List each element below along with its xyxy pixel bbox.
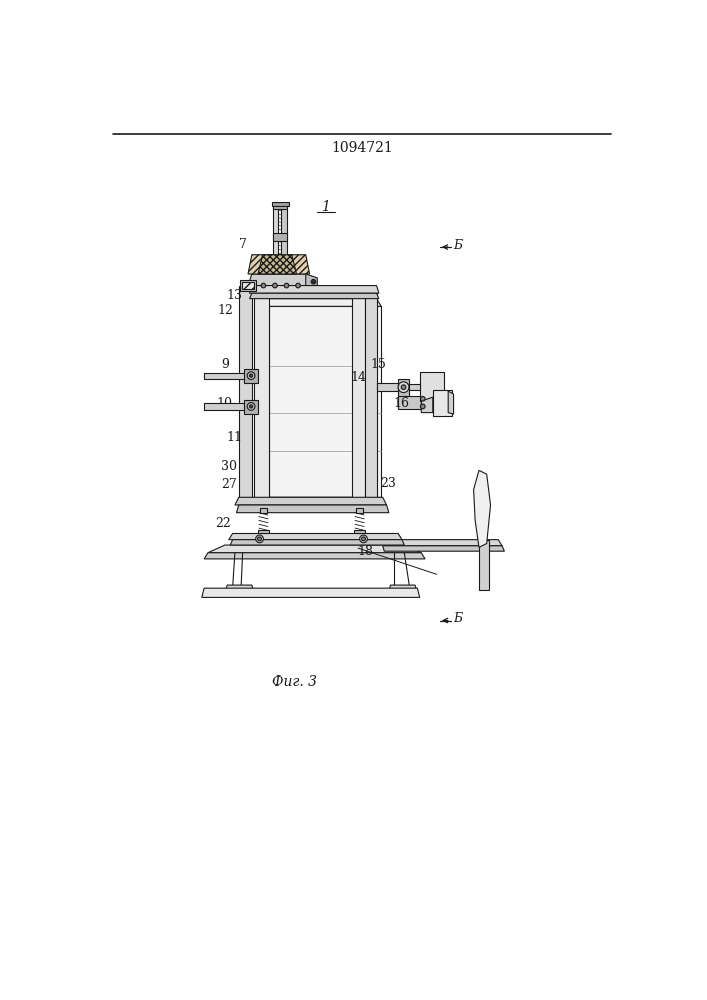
Bar [269,306,381,497]
Circle shape [261,283,266,288]
Text: 15: 15 [370,358,386,371]
Circle shape [247,403,255,410]
Polygon shape [229,533,402,540]
Polygon shape [259,508,267,513]
Polygon shape [242,282,254,289]
Circle shape [247,372,255,379]
Circle shape [250,405,252,408]
Text: 27: 27 [221,478,237,491]
Circle shape [257,537,262,541]
Polygon shape [235,497,387,505]
Circle shape [256,535,264,543]
Polygon shape [274,233,287,241]
Circle shape [398,382,409,393]
Polygon shape [236,505,389,513]
Polygon shape [281,206,287,255]
Polygon shape [365,288,377,503]
Polygon shape [264,299,381,306]
Polygon shape [274,206,278,255]
Text: 30: 30 [221,460,237,473]
Polygon shape [204,403,254,410]
Circle shape [421,396,425,401]
Circle shape [421,404,425,409]
Text: 18: 18 [358,545,374,558]
Polygon shape [352,288,365,503]
Circle shape [312,281,315,283]
Polygon shape [264,497,381,503]
Circle shape [402,385,406,389]
Polygon shape [250,286,379,293]
Polygon shape [250,293,379,299]
Text: 23: 23 [380,477,396,490]
Polygon shape [420,372,444,401]
Text: 13: 13 [227,289,243,302]
Bar [272,202,288,206]
Polygon shape [421,397,433,413]
Text: 7: 7 [239,238,247,251]
Polygon shape [230,540,404,545]
Polygon shape [258,530,269,533]
Polygon shape [204,553,425,559]
Polygon shape [254,286,269,503]
Text: 12: 12 [218,304,233,317]
Polygon shape [398,379,409,396]
Circle shape [273,283,277,288]
Polygon shape [474,470,491,547]
Polygon shape [239,286,252,503]
Text: 16: 16 [393,397,409,410]
Polygon shape [382,540,502,546]
Polygon shape [226,585,253,591]
Polygon shape [409,384,420,390]
Circle shape [284,283,288,288]
Circle shape [250,374,252,377]
Polygon shape [248,274,310,286]
Text: 22: 22 [215,517,230,530]
Polygon shape [305,274,317,286]
Circle shape [296,283,300,288]
Text: Фиг. 3: Фиг. 3 [271,675,317,689]
Polygon shape [398,396,421,409]
Circle shape [360,535,368,543]
Polygon shape [448,391,454,414]
Polygon shape [382,546,504,551]
Polygon shape [258,255,296,274]
Polygon shape [433,389,452,416]
Polygon shape [274,205,287,209]
Polygon shape [479,540,489,590]
Text: 10: 10 [217,397,233,410]
Text: 9: 9 [221,358,229,371]
Polygon shape [356,508,363,513]
Text: 11: 11 [227,431,243,444]
Polygon shape [248,255,310,274]
Polygon shape [389,585,416,591]
Polygon shape [244,400,258,414]
Polygon shape [354,530,365,533]
Polygon shape [208,545,421,553]
Polygon shape [377,383,398,391]
Polygon shape [240,280,256,291]
Polygon shape [244,369,258,383]
Circle shape [311,279,316,284]
Text: 1: 1 [320,200,329,214]
Polygon shape [204,373,254,379]
Polygon shape [201,588,420,597]
Text: Б: Б [453,612,462,625]
Text: 14: 14 [350,371,366,384]
Circle shape [361,537,366,541]
Text: Б: Б [453,239,462,252]
Text: 1094721: 1094721 [331,141,393,155]
